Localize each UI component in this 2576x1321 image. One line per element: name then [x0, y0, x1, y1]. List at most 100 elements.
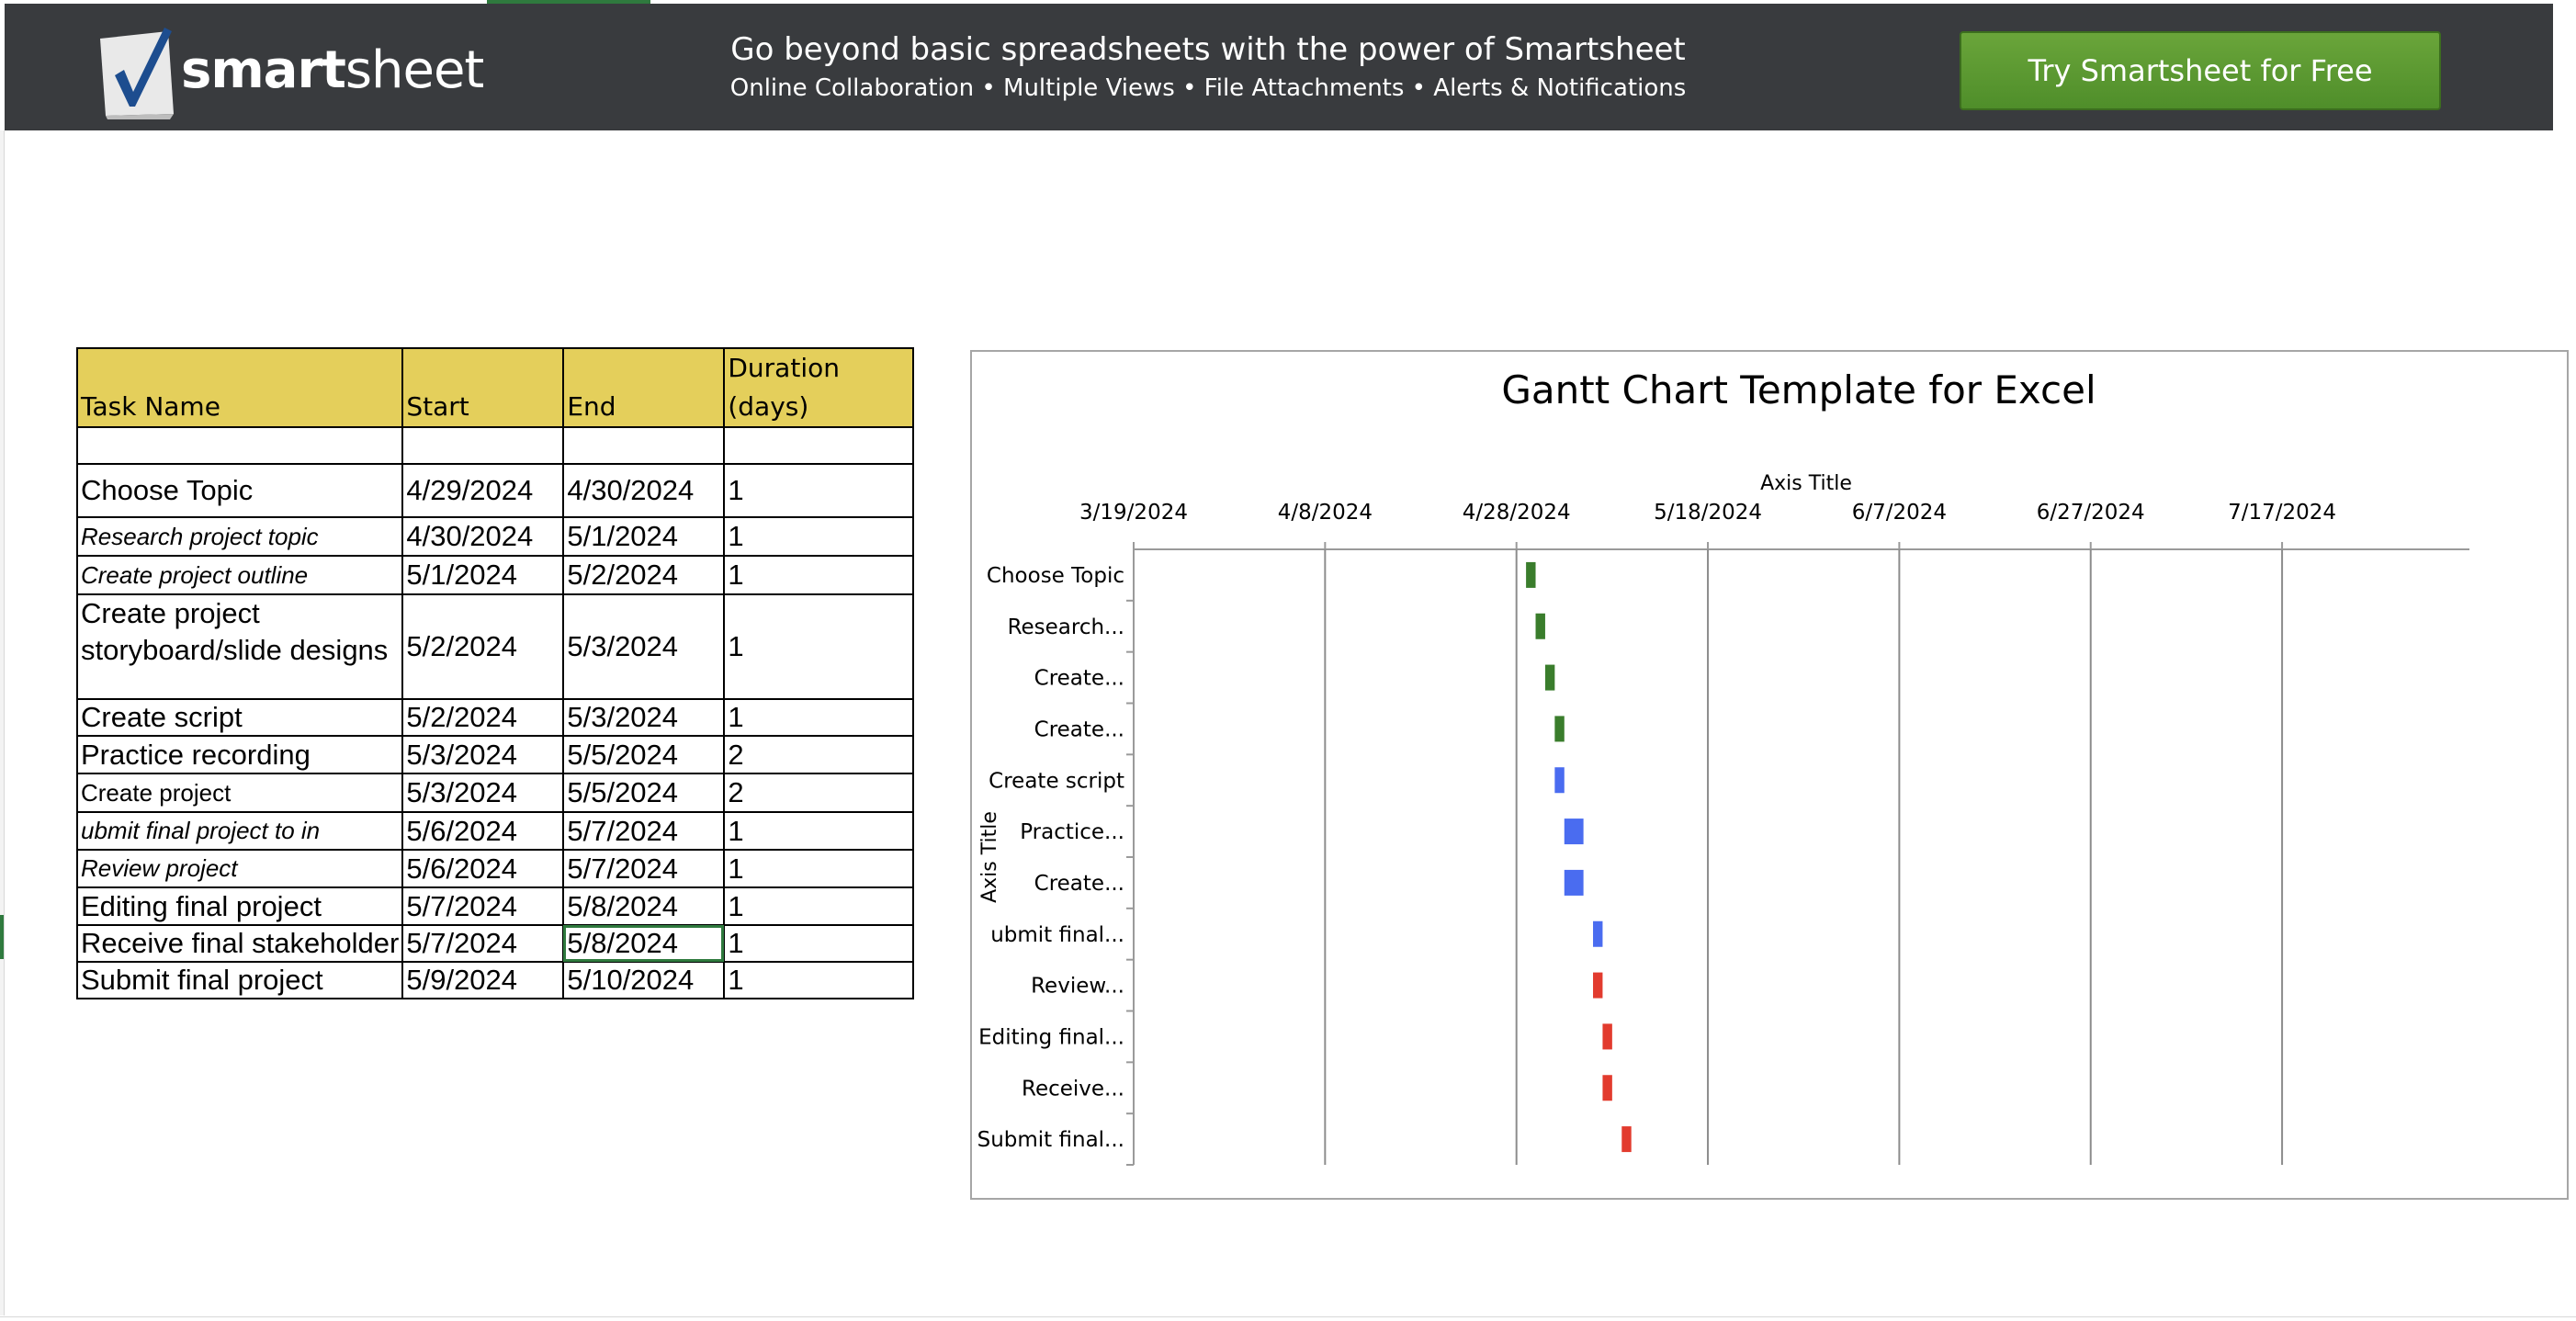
- cell-duration[interactable]: 1: [723, 516, 915, 557]
- cell-task[interactable]: Review project: [75, 849, 404, 888]
- grid-bottom-border: [0, 1316, 2576, 1317]
- cell-start[interactable]: 4/29/2024: [401, 463, 565, 518]
- header-end[interactable]: End: [562, 347, 726, 428]
- y-tick-label: Create...: [1034, 667, 1124, 691]
- gantt-bar[interactable]: [1621, 1126, 1632, 1153]
- cell-start[interactable]: 5/6/2024: [401, 849, 565, 888]
- logo-text-rest: sheet: [345, 40, 485, 100]
- cell-end[interactable]: 5/8/2024: [562, 886, 726, 926]
- table-row: Review project 5/6/2024 5/7/2024 1: [75, 849, 915, 888]
- cell-duration[interactable]: [723, 426, 915, 465]
- cell-start[interactable]: 5/1/2024: [401, 555, 565, 595]
- try-smartsheet-button[interactable]: Try Smartsheet for Free: [1960, 31, 2441, 110]
- cell-task[interactable]: Create project storyboard/slide designs: [75, 593, 404, 700]
- y-tick-label: ubmit final...: [990, 923, 1124, 947]
- y-tick-label: Review...: [1031, 975, 1124, 999]
- cell-end[interactable]: 5/10/2024: [562, 961, 726, 999]
- cell-start[interactable]: 5/9/2024: [401, 961, 565, 999]
- table-row: Submit final project 5/9/2024 5/10/2024 …: [75, 961, 915, 999]
- cell-task[interactable]: [75, 426, 404, 465]
- table-row: [75, 426, 915, 465]
- cell-duration[interactable]: 1: [723, 886, 915, 926]
- logo-text-bold: smart: [181, 40, 346, 100]
- gantt-bar[interactable]: [1593, 972, 1603, 999]
- x-tick-label: 7/17/2024: [2228, 501, 2336, 525]
- cell-start[interactable]: 4/30/2024: [401, 516, 565, 557]
- cell-task[interactable]: Create script: [75, 698, 404, 737]
- gantt-bar[interactable]: [1564, 869, 1584, 896]
- header-task-name[interactable]: Task Name: [75, 347, 404, 428]
- x-tick-label: 3/19/2024: [1079, 501, 1188, 525]
- cell-duration[interactable]: 2: [723, 735, 915, 774]
- cell-duration[interactable]: 2: [723, 773, 915, 813]
- cell-duration[interactable]: 1: [723, 961, 915, 999]
- cell-task[interactable]: Practice recording: [75, 735, 404, 774]
- row-header-strip: [0, 130, 5, 1315]
- table-row: Create project 5/3/2024 5/5/2024 2: [75, 773, 915, 813]
- cell-end[interactable]: 5/3/2024: [562, 593, 726, 700]
- cell-start[interactable]: 5/7/2024: [401, 886, 565, 926]
- cell-task[interactable]: Research project topic: [75, 516, 404, 557]
- cell-task[interactable]: ubmit final project to in: [75, 811, 404, 851]
- cell-start[interactable]: 5/3/2024: [401, 735, 565, 774]
- table-row: Choose Topic 4/29/2024 4/30/2024 1: [75, 463, 915, 518]
- y-tick-label: Choose Topic: [987, 564, 1124, 588]
- cell-task[interactable]: Receive final stakeholder: [75, 924, 404, 963]
- cell-end[interactable]: 5/7/2024: [562, 811, 726, 851]
- gantt-bar[interactable]: [1564, 819, 1584, 845]
- cell-start[interactable]: 5/7/2024: [401, 924, 565, 963]
- table-row: Practice recording 5/3/2024 5/5/2024 2: [75, 735, 915, 774]
- gantt-bar[interactable]: [1593, 920, 1603, 947]
- sheet-tab-accent: [487, 0, 650, 4]
- header-start[interactable]: Start: [401, 347, 565, 428]
- cell-task[interactable]: Submit final project: [75, 961, 404, 999]
- y-tick-label: Create...: [1034, 872, 1124, 896]
- cell-duration[interactable]: 1: [723, 698, 915, 737]
- cell-duration[interactable]: 1: [723, 593, 915, 700]
- table-row: Receive final stakeholder 5/7/2024 5/8/2…: [75, 924, 915, 963]
- y-tick-label: Create...: [1034, 717, 1124, 741]
- gantt-bar[interactable]: [1544, 664, 1555, 691]
- cell-task[interactable]: Create project: [75, 773, 404, 813]
- y-tick-label: Editing final...: [978, 1025, 1124, 1049]
- cell-duration[interactable]: 1: [723, 463, 915, 518]
- gantt-bar[interactable]: [1526, 561, 1536, 588]
- table-row: Editing final project 5/7/2024 5/8/2024 …: [75, 886, 915, 926]
- y-tick-label: Research...: [1008, 615, 1124, 639]
- cell-end-selected[interactable]: 5/8/2024: [562, 924, 726, 963]
- cell-task[interactable]: Choose Topic: [75, 463, 404, 518]
- gantt-bar[interactable]: [1554, 767, 1565, 794]
- gantt-chart[interactable]: Gantt Chart Template for Excel Axis Titl…: [970, 350, 2569, 1200]
- cell-end[interactable]: 4/30/2024: [562, 463, 726, 518]
- cell-duration[interactable]: 1: [723, 849, 915, 888]
- gantt-bar[interactable]: [1535, 613, 1545, 639]
- cell-end[interactable]: 5/3/2024: [562, 698, 726, 737]
- table-header-row: Task Name Start End Duration (days): [75, 347, 915, 428]
- cell-start[interactable]: [401, 426, 565, 465]
- header-duration[interactable]: Duration (days): [723, 347, 915, 428]
- cell-end[interactable]: [562, 426, 726, 465]
- cell-end[interactable]: 5/1/2024: [562, 516, 726, 557]
- cell-task[interactable]: Create project outline: [75, 555, 404, 595]
- cell-start[interactable]: 5/2/2024: [401, 698, 565, 737]
- banner-tagline: Go beyond basic spreadsheets with the po…: [648, 28, 1768, 105]
- gantt-bar[interactable]: [1602, 1023, 1612, 1050]
- table-row: ubmit final project to in 5/6/2024 5/7/2…: [75, 811, 915, 851]
- cell-end[interactable]: 5/5/2024: [562, 773, 726, 813]
- cell-duration[interactable]: 1: [723, 555, 915, 595]
- gantt-bar[interactable]: [1554, 716, 1565, 742]
- cell-task[interactable]: Editing final project: [75, 886, 404, 926]
- cell-duration[interactable]: 1: [723, 924, 915, 963]
- cell-end[interactable]: 5/7/2024: [562, 849, 726, 888]
- cell-start[interactable]: 5/6/2024: [401, 811, 565, 851]
- smartsheet-logo[interactable]: smartsheet: [96, 22, 484, 121]
- cell-start[interactable]: 5/3/2024: [401, 773, 565, 813]
- cell-start[interactable]: 5/2/2024: [401, 593, 565, 700]
- gantt-chart-svg: Gantt Chart Template for Excel Axis Titl…: [977, 367, 2469, 1166]
- gantt-bar[interactable]: [1602, 1075, 1612, 1101]
- cell-duration[interactable]: 1: [723, 811, 915, 851]
- cell-end[interactable]: 5/2/2024: [562, 555, 726, 595]
- table-row: Create script 5/2/2024 5/3/2024 1: [75, 698, 915, 737]
- table-row: Research project topic 4/30/2024 5/1/202…: [75, 516, 915, 557]
- cell-end[interactable]: 5/5/2024: [562, 735, 726, 774]
